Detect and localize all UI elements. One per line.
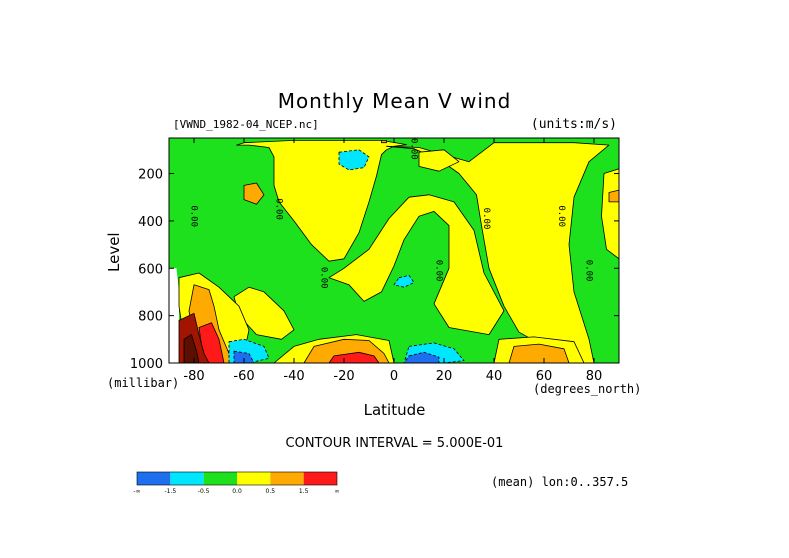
y-tick-label: 600 (138, 262, 163, 277)
contour-region-pos_med (381, 139, 387, 144)
contour-region-neg_strong (403, 351, 440, 363)
legend-boundary-label: ∞ (335, 488, 340, 495)
zero-contour-label: 0.00 (274, 198, 284, 220)
zero-contour-label: 0.00 (319, 267, 329, 289)
contour-region-neg_weak (338, 149, 370, 171)
contour-region-pos_strong (328, 351, 380, 363)
y-axis: 200 400 600 800 1000 (130, 168, 619, 372)
mean-longitude-note: (mean) lon:0..357.5 (491, 475, 629, 489)
y-axis-title: Level (105, 232, 123, 272)
contour-region-neg_weak (393, 274, 415, 288)
x-tick-label: -60 (233, 369, 254, 384)
legend-swatch (237, 472, 271, 485)
y-tick-label: 400 (138, 215, 163, 230)
chart-title: Monthly Mean V wind (277, 89, 512, 113)
contour-region-pos (233, 286, 295, 340)
x-axis: -80 -60 -40 -20 0 20 40 60 80 (183, 138, 602, 384)
zero-contour-label: 0.00 (434, 260, 444, 282)
color-legend: -∞ -1.5 -0.5 0.0 0.5 1.5 ∞ (133, 471, 340, 495)
x-tick-label: 20 (436, 369, 453, 384)
x-tick-label: -80 (183, 369, 204, 384)
zero-contour-labels: 0.00 0.00 0.00 0.00 0.00 0.00 0.00 0.00 (189, 138, 594, 289)
x-tick-label: -40 (283, 369, 304, 384)
x-tick-label: 0 (390, 369, 398, 384)
contour-region-pos (328, 194, 505, 336)
y-axis-unit: (millibar) (107, 376, 180, 390)
contour-region-pos (236, 139, 407, 262)
zero-contour-label: 0.00 (556, 205, 566, 227)
legend-swatch (137, 472, 171, 485)
legend-swatch (303, 472, 337, 485)
y-tick-label: 200 (138, 168, 163, 183)
legend-boundary-label: 0.5 (266, 488, 276, 495)
y-tick-label: 800 (138, 310, 163, 325)
contour-region-pos (418, 149, 460, 172)
x-tick-label: 80 (586, 369, 603, 384)
legend-boundary-label: -0.5 (198, 488, 210, 495)
legend-boundary-label: -1.5 (164, 488, 176, 495)
x-tick-label: 60 (536, 369, 553, 384)
contour-interval-note: CONTOUR INTERVAL = 5.000E-01 (285, 436, 504, 451)
legend-swatch (203, 472, 237, 485)
legend-border (136, 471, 338, 486)
x-tick-label: 40 (486, 369, 503, 384)
units-label: (units:m/s) (530, 117, 617, 132)
contour-fill-regions (169, 138, 619, 363)
contour-region-pos_med (608, 189, 619, 203)
x-tick-label: -20 (333, 369, 354, 384)
zero-contour-label: 0.00 (189, 205, 199, 227)
dataset-file-label: [VWND_1982-04_NCEP.nc] (173, 118, 319, 131)
x-axis-unit: (degrees_north) (533, 382, 642, 396)
legend-swatch (270, 472, 304, 485)
contour-region-pos (386, 142, 610, 363)
contour-region-pos_max (183, 334, 200, 363)
legend-boundary-label: 0.0 (232, 488, 242, 495)
contour-region-neg_strong (233, 350, 255, 363)
zero-contour-label: 0.00 (584, 260, 594, 282)
contour-region-pos_med (508, 343, 570, 363)
legend-boundary-label: -∞ (133, 488, 140, 495)
zero-contour-label: 0.00 (409, 138, 419, 160)
zero-contour-label: 0.00 (481, 208, 491, 230)
contour-region-pos_med (243, 182, 265, 205)
legend-boundary-label: 1.5 (299, 488, 309, 495)
x-axis-title: Latitude (363, 401, 426, 419)
y-tick-label: 1000 (130, 357, 163, 372)
legend-swatch (170, 472, 204, 485)
